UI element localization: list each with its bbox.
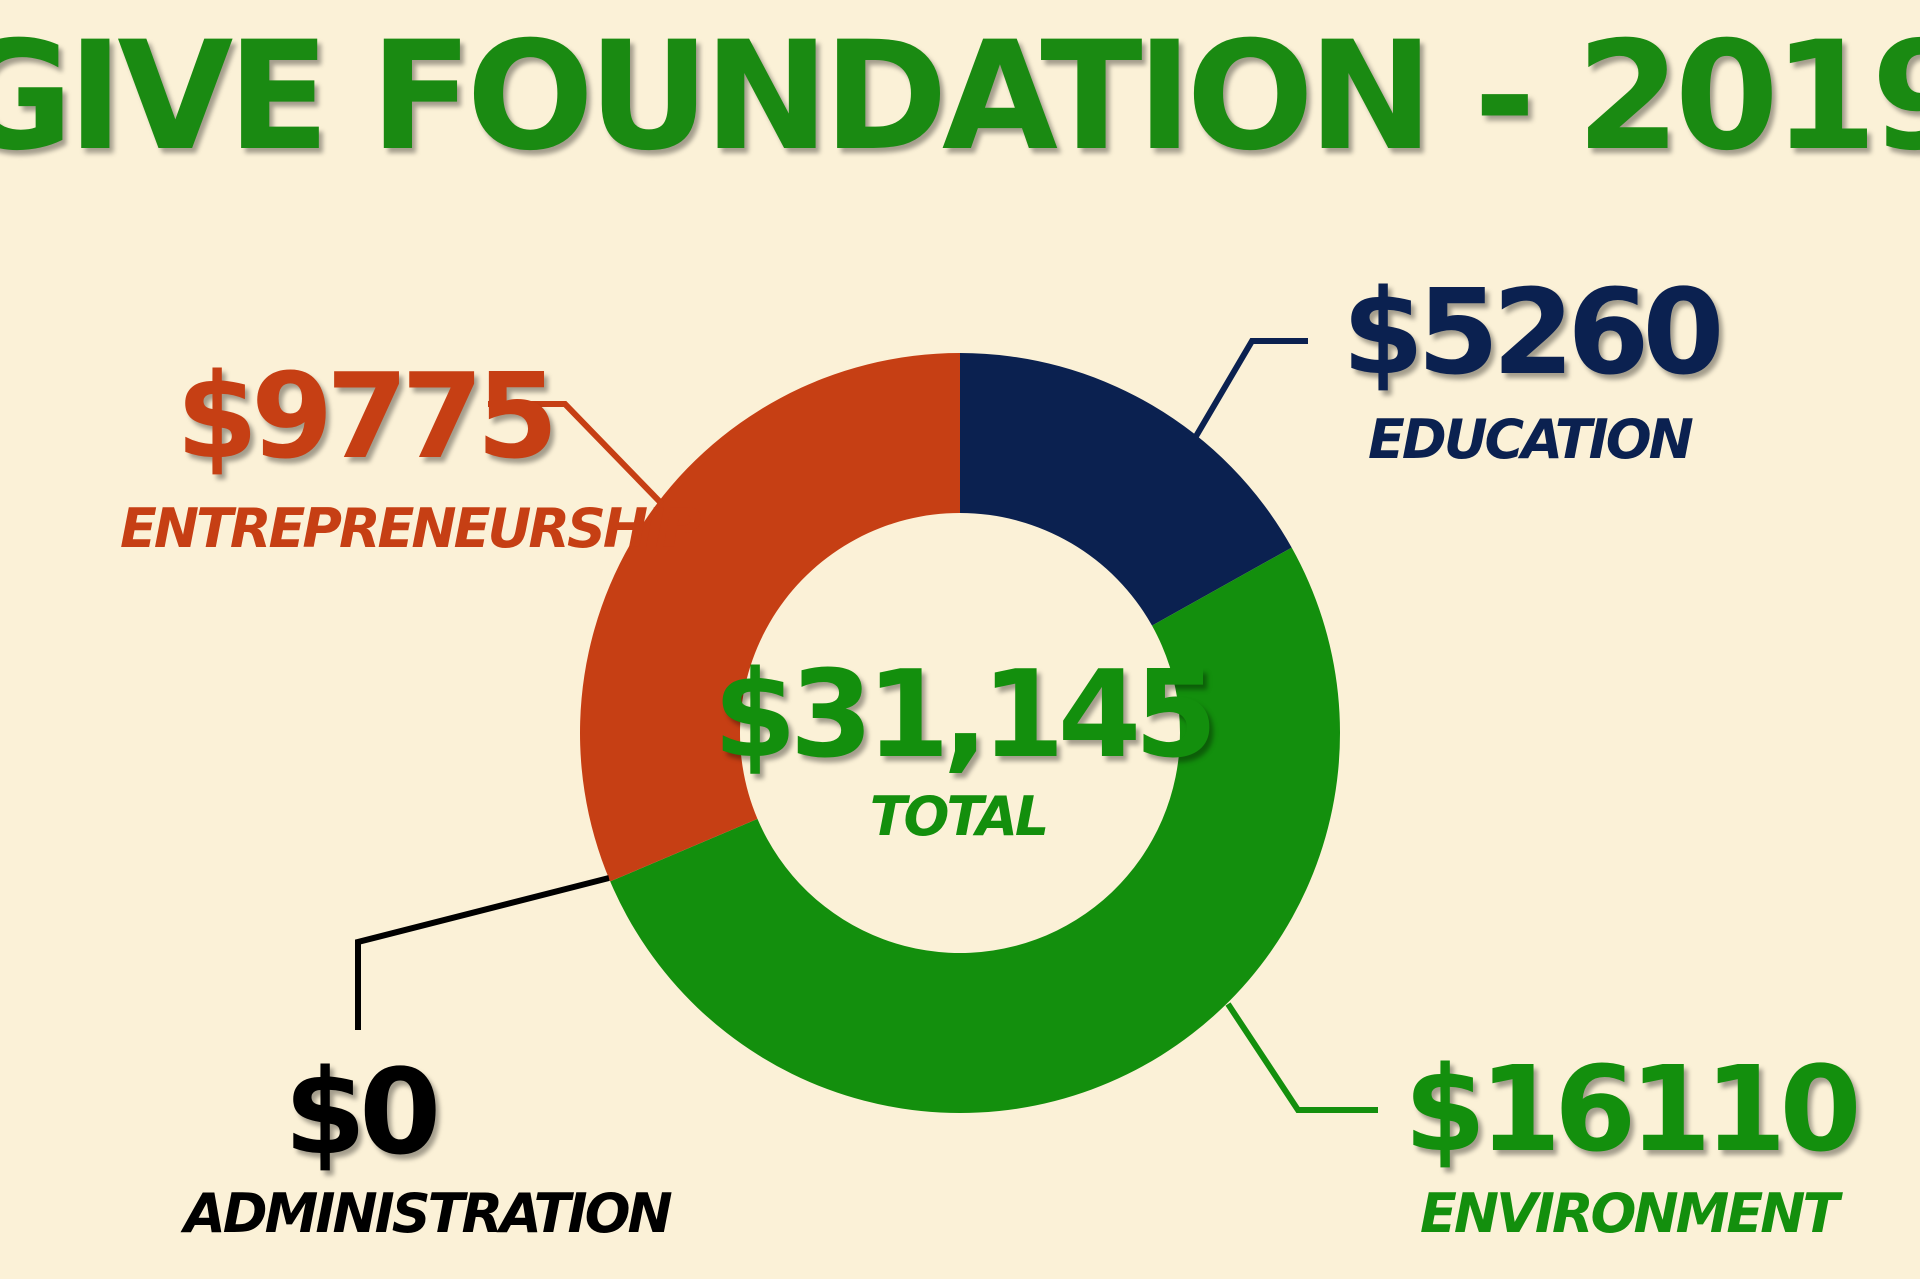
total-value: $31,145 bbox=[713, 646, 1211, 785]
slice-value-environment: $16110 bbox=[1404, 1040, 1857, 1178]
slice-entrepreneurship bbox=[580, 353, 960, 882]
donut-slices bbox=[580, 353, 1340, 1113]
slice-value-education: $5260 bbox=[1342, 263, 1719, 401]
leader-line-education bbox=[1192, 338, 1308, 440]
slice-education bbox=[960, 353, 1292, 626]
slice-environment bbox=[610, 547, 1340, 1113]
total-label: TOTAL bbox=[870, 785, 1047, 848]
slice-label-education: EDUCATION bbox=[1368, 408, 1694, 471]
slice-label-entrepreneurship: ENTREPRENEURSHIP bbox=[120, 497, 701, 560]
slice-value-administration: $0 bbox=[284, 1043, 436, 1181]
slice-value-entrepreneurship: $9775 bbox=[176, 347, 552, 485]
leader-line-entrepreneurship bbox=[488, 401, 665, 507]
slice-label-environment: ENVIRONMENT bbox=[1420, 1182, 1843, 1245]
leader-line-environment bbox=[1225, 1002, 1378, 1113]
slice-label-administration: ADMINISTRATION bbox=[180, 1182, 672, 1245]
chart-title: GIVE FOUNDATION - 2019 bbox=[0, 10, 1920, 184]
leader-line-administration bbox=[355, 875, 610, 1030]
